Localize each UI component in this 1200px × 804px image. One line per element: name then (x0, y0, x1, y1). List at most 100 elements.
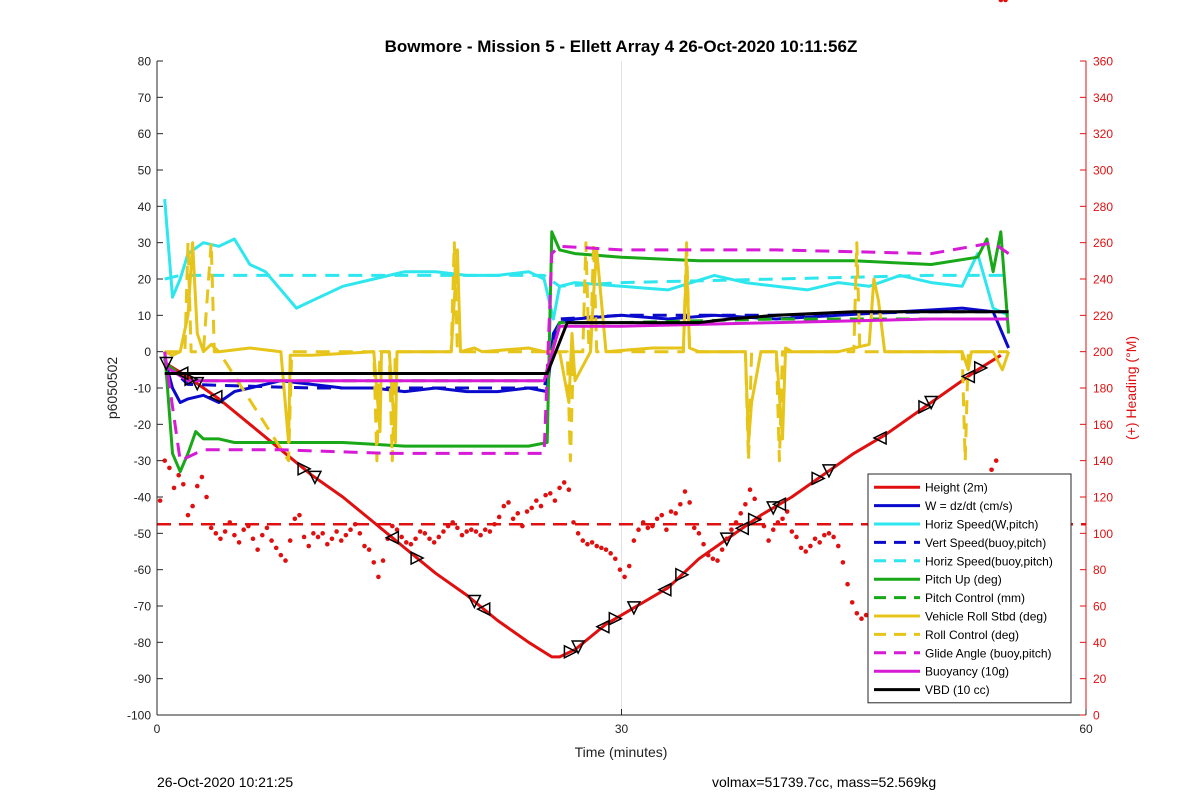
legend-label-vehicle-roll-stbd-deg: Vehicle Roll Stbd (deg) (925, 610, 1047, 624)
heading-point (422, 531, 428, 536)
heading-point (371, 560, 377, 565)
height-marker (811, 471, 826, 486)
y2-tick-label: 100 (1093, 527, 1113, 541)
heading-point (464, 529, 469, 534)
heading-point (687, 500, 692, 505)
y2-tick-label: 120 (1093, 491, 1113, 505)
height-marker (384, 530, 400, 545)
height-marker (159, 356, 174, 372)
heading-point (705, 552, 711, 558)
height-marker (766, 501, 781, 516)
heading-point (394, 527, 400, 532)
heading-point (348, 527, 353, 532)
legend-label-pitch-control-mm: Pitch Control (mm) (925, 591, 1025, 605)
height-marker (657, 582, 672, 597)
heading-point (654, 516, 660, 522)
heading-point (506, 500, 511, 505)
y2-tick-label: 280 (1093, 200, 1113, 214)
heading-point (794, 534, 799, 540)
heading-point (176, 472, 181, 478)
heading-point (1003, 0, 1008, 3)
heading-point (854, 610, 860, 616)
heading-point (668, 509, 674, 514)
x-axis-label: Time (minutes) (575, 744, 668, 760)
heading-point (682, 489, 688, 494)
y2-tick-label: 360 (1093, 55, 1113, 69)
heading-point (334, 529, 339, 534)
y2-tick-label: 40 (1093, 636, 1107, 650)
heading-point (626, 563, 632, 569)
height-marker (297, 461, 312, 477)
heading-point (826, 531, 832, 536)
heading-point (218, 536, 223, 542)
heading-point (482, 527, 488, 532)
heading-point (436, 534, 442, 540)
x-tick-label: 60 (1079, 722, 1093, 736)
height-marker (570, 640, 586, 655)
heading-point (469, 527, 474, 532)
y2-tick-label: 340 (1093, 91, 1113, 105)
height-marker (771, 497, 787, 512)
height-marker (563, 644, 579, 659)
y2-tick-label: 160 (1093, 418, 1113, 432)
heading-point (306, 543, 312, 549)
height-marker (595, 619, 610, 634)
heading-point (273, 545, 279, 551)
heading-point (557, 485, 562, 491)
heading-point (701, 541, 706, 547)
heading-point (603, 547, 609, 552)
heading-point (566, 487, 572, 493)
height-marker (918, 399, 933, 415)
heading-point (301, 534, 307, 540)
heading-point (585, 541, 590, 547)
height-marker (184, 372, 199, 387)
heading-point (747, 487, 753, 493)
heading-point (571, 520, 576, 525)
height-marker (476, 601, 491, 617)
heading-point (993, 458, 999, 463)
heading-point (278, 552, 284, 558)
heading-point (733, 520, 739, 525)
heading-point (673, 511, 678, 516)
y2-tick-label: 80 (1093, 563, 1107, 577)
heading-point (640, 520, 646, 525)
heading-point (715, 558, 720, 563)
y2-tick-label: 60 (1093, 600, 1107, 614)
heading-point (724, 536, 730, 542)
heading-point (478, 532, 483, 538)
heading-point (236, 540, 242, 545)
height-marker (307, 470, 323, 486)
heading-point (515, 511, 521, 516)
legend-label-horiz-speed-w-pitch: Horiz Speed(W,pitch) (925, 518, 1038, 532)
y2-tick-label: 180 (1093, 382, 1113, 396)
heading-point (162, 458, 168, 463)
heading-point (691, 525, 697, 531)
heading-point (380, 558, 386, 563)
heading-point (835, 543, 841, 549)
heading-point (766, 538, 771, 543)
heading-point (770, 527, 776, 532)
heading-point (678, 501, 683, 507)
legend-label-pitch-up-deg: Pitch Up (deg) (925, 573, 1002, 587)
heading-point (413, 536, 418, 542)
legend-label-vert-speed-buoy-pitch: Vert Speed(buoy,pitch) (925, 536, 1046, 550)
legend: Height (2m) W = dz/dt (cm/s) Horiz Speed(W… (867, 473, 1072, 704)
y-tick-label: 0 (144, 345, 151, 359)
heading-point (989, 467, 994, 473)
height-marker (190, 376, 205, 392)
heading-point (547, 491, 553, 496)
heading-point (264, 525, 270, 531)
y2-tick-label: 320 (1093, 127, 1113, 141)
heading-point (831, 534, 836, 540)
heading-point (529, 505, 534, 511)
heading-point (645, 525, 651, 531)
heading-point (445, 523, 451, 529)
heading-point (408, 541, 414, 547)
axes: -100-90-80-70-60-50-40-30-20-10010203040… (127, 55, 1113, 737)
y-tick-label: -10 (134, 382, 152, 396)
heading-point (738, 511, 744, 516)
heading-point (431, 540, 437, 545)
heading-point (510, 516, 516, 522)
heading-point (283, 558, 288, 563)
